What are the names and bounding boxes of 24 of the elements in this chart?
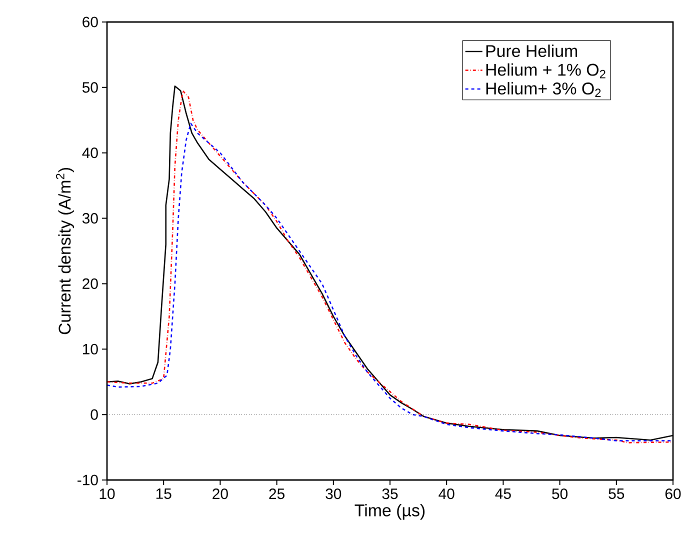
x-tick-label: 25: [269, 488, 284, 500]
x-tick-label: 45: [495, 488, 511, 499]
legend-label: Helium+ 3% O$_{2}$: [486, 82, 601, 97]
x-axis-title: Time (µs): [354, 504, 425, 520]
x-tick-label: 35: [382, 488, 398, 500]
x-tick-label: 30: [326, 488, 342, 500]
y-tick-label: 60: [82, 16, 98, 28]
x-tick-label: 10: [100, 488, 115, 500]
y-tick-label: 50: [82, 82, 98, 93]
y-tick-label: 10: [83, 344, 98, 354]
x-tick-label: 20: [212, 488, 228, 500]
y-tick-label: 30: [82, 212, 98, 224]
x-tick-label: 60: [665, 488, 681, 500]
x-tick-label: 55: [608, 488, 624, 499]
y-tick-label: -10: [78, 474, 98, 486]
legend-label: Pure Helium: [486, 44, 578, 58]
x-tick-label: 15: [156, 488, 172, 499]
x-tick-label: 40: [438, 488, 454, 500]
x-tick-label: 50: [552, 488, 568, 500]
legend-label: Helium + 1% O$_{2}$: [486, 63, 606, 78]
y-axis-title: Current density (A/m$^{2}$): [56, 168, 74, 334]
y-tick-label: 0: [90, 409, 98, 420]
y-tick-label: 40: [82, 148, 98, 158]
y-tick-label: 20: [82, 278, 98, 289]
